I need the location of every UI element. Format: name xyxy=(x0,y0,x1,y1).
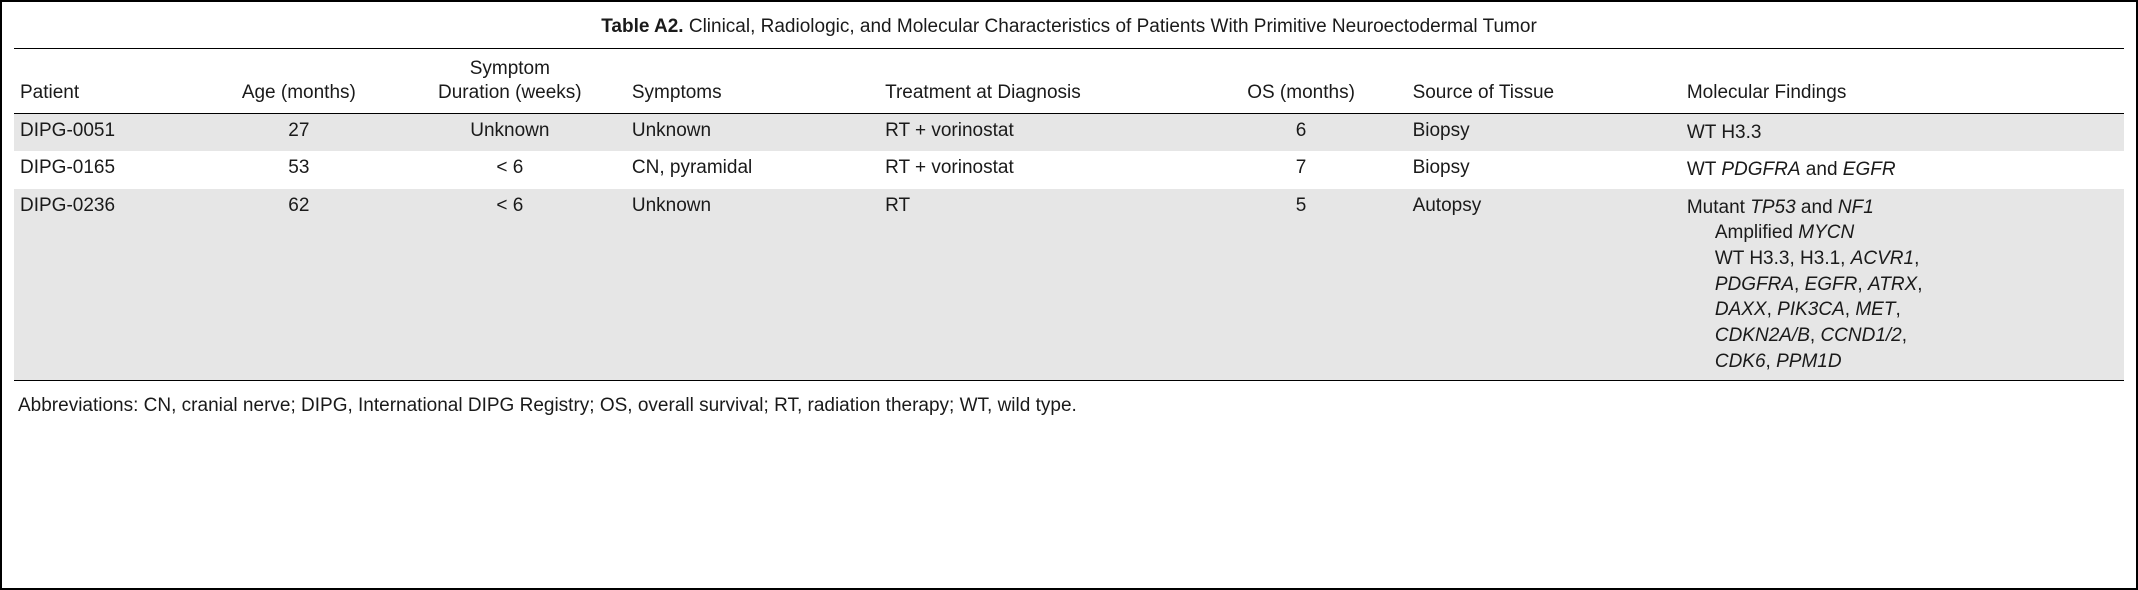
cell-molecular: WT H3.3 xyxy=(1681,113,2124,151)
mol-finding-text: PDGFRA, EGFR, ATRX, xyxy=(1687,272,2118,298)
col-header-age: Age (months) xyxy=(204,49,394,114)
mol-finding-text: Mutant TP53 and NF1 xyxy=(1687,195,2118,221)
mol-sep: , xyxy=(1914,248,1919,269)
gene-name: TP53 xyxy=(1750,197,1795,218)
cell-os: 6 xyxy=(1196,113,1407,151)
mol-sep: , xyxy=(1917,274,1922,295)
table-header-row: Patient Age (months) Symptom Duration (w… xyxy=(14,49,2124,114)
cell-age: 27 xyxy=(204,113,394,151)
cell-patient: DIPG-0165 xyxy=(14,151,204,189)
gene-name: CCND1/2 xyxy=(1820,325,1901,346)
mol-finding-text: Amplified MYCN xyxy=(1687,220,2118,246)
mol-prefix: Mutant xyxy=(1687,197,1750,218)
cell-symdur: < 6 xyxy=(394,151,626,189)
gene-name: EGFR xyxy=(1805,274,1858,295)
gene-name: PPM1D xyxy=(1776,351,1841,372)
mol-prefix: WT H3.3, H3.1, xyxy=(1715,248,1851,269)
mol-sep: , xyxy=(1845,299,1856,320)
cell-treatment: RT xyxy=(879,189,1196,381)
cell-os: 5 xyxy=(1196,189,1407,381)
mol-sep: , xyxy=(1767,299,1778,320)
mol-sep: , xyxy=(1902,325,1907,346)
cell-source: Biopsy xyxy=(1407,151,1681,189)
mol-mid: and xyxy=(1796,197,1838,218)
cell-os: 7 xyxy=(1196,151,1407,189)
mol-prefix: WT xyxy=(1687,159,1721,180)
cell-symdur: Unknown xyxy=(394,113,626,151)
mol-finding-text: DAXX, PIK3CA, MET, xyxy=(1687,297,2118,323)
cell-molecular: WT PDGFRA and EGFR xyxy=(1681,151,2124,189)
mol-sep: , xyxy=(1794,274,1805,295)
mol-finding-text: WT H3.3, H3.1, ACVR1, xyxy=(1687,246,2118,272)
cell-treatment: RT + vorinostat xyxy=(879,151,1196,189)
patient-characteristics-table: Patient Age (months) Symptom Duration (w… xyxy=(14,48,2124,381)
mol-sep: , xyxy=(1857,274,1868,295)
mol-finding-text: WT PDGFRA and EGFR xyxy=(1687,157,2118,183)
gene-name: DAXX xyxy=(1715,299,1767,320)
col-header-os: OS (months) xyxy=(1196,49,1407,114)
col-header-molecular: Molecular Findings xyxy=(1681,49,2124,114)
cell-source: Autopsy xyxy=(1407,189,1681,381)
mol-sep: , xyxy=(1766,351,1777,372)
col-header-symptoms: Symptoms xyxy=(626,49,879,114)
gene-name: PDGFRA xyxy=(1715,274,1794,295)
cell-age: 53 xyxy=(204,151,394,189)
gene-name: CDKN2A/B xyxy=(1715,325,1810,346)
gene-name: ATRX xyxy=(1868,274,1917,295)
gene-name: PIK3CA xyxy=(1777,299,1845,320)
table-row: DIPG-0165 53 < 6 CN, pyramidal RT + vori… xyxy=(14,151,2124,189)
cell-symptoms: Unknown xyxy=(626,189,879,381)
cell-source: Biopsy xyxy=(1407,113,1681,151)
mol-mid: and xyxy=(1801,159,1843,180)
cell-patient: DIPG-0236 xyxy=(14,189,204,381)
mol-prefix: Amplified xyxy=(1715,222,1798,243)
cell-symptoms: CN, pyramidal xyxy=(626,151,879,189)
table-number: Table A2. xyxy=(601,16,683,37)
mol-finding-text: WT H3.3 xyxy=(1687,120,2118,146)
cell-symptoms: Unknown xyxy=(626,113,879,151)
cell-patient: DIPG-0051 xyxy=(14,113,204,151)
gene-name: CDK6 xyxy=(1715,351,1766,372)
table-title-row: Table A2. Clinical, Radiologic, and Mole… xyxy=(14,10,2124,48)
gene-name: MYCN xyxy=(1798,222,1854,243)
col-header-symdur-line2: Duration (weeks) xyxy=(438,82,582,103)
cell-age: 62 xyxy=(204,189,394,381)
table-frame: Table A2. Clinical, Radiologic, and Mole… xyxy=(0,0,2138,590)
col-header-symptom-duration: Symptom Duration (weeks) xyxy=(394,49,626,114)
gene-name: PDGFRA xyxy=(1721,159,1800,180)
table-row: DIPG-0051 27 Unknown Unknown RT + vorino… xyxy=(14,113,2124,151)
cell-molecular: Mutant TP53 and NF1 Amplified MYCN WT H3… xyxy=(1681,189,2124,381)
table-caption-text: Clinical, Radiologic, and Molecular Char… xyxy=(689,16,1537,37)
gene-name: ACVR1 xyxy=(1851,248,1914,269)
gene-name: MET xyxy=(1855,299,1895,320)
col-header-treatment: Treatment at Diagnosis xyxy=(879,49,1196,114)
mol-sep: , xyxy=(1895,299,1900,320)
cell-treatment: RT + vorinostat xyxy=(879,113,1196,151)
col-header-patient: Patient xyxy=(14,49,204,114)
mol-finding-text: CDK6, PPM1D xyxy=(1687,349,2118,375)
table-row: DIPG-0236 62 < 6 Unknown RT 5 Autopsy Mu… xyxy=(14,189,2124,381)
mol-sep: , xyxy=(1810,325,1821,346)
col-header-source: Source of Tissue xyxy=(1407,49,1681,114)
cell-symdur: < 6 xyxy=(394,189,626,381)
gene-name: NF1 xyxy=(1838,197,1874,218)
mol-finding-text: CDKN2A/B, CCND1/2, xyxy=(1687,323,2118,349)
abbreviations-note: Abbreviations: CN, cranial nerve; DIPG, … xyxy=(14,381,2124,425)
gene-name: EGFR xyxy=(1843,159,1896,180)
col-header-symdur-line1: Symptom xyxy=(470,58,550,79)
